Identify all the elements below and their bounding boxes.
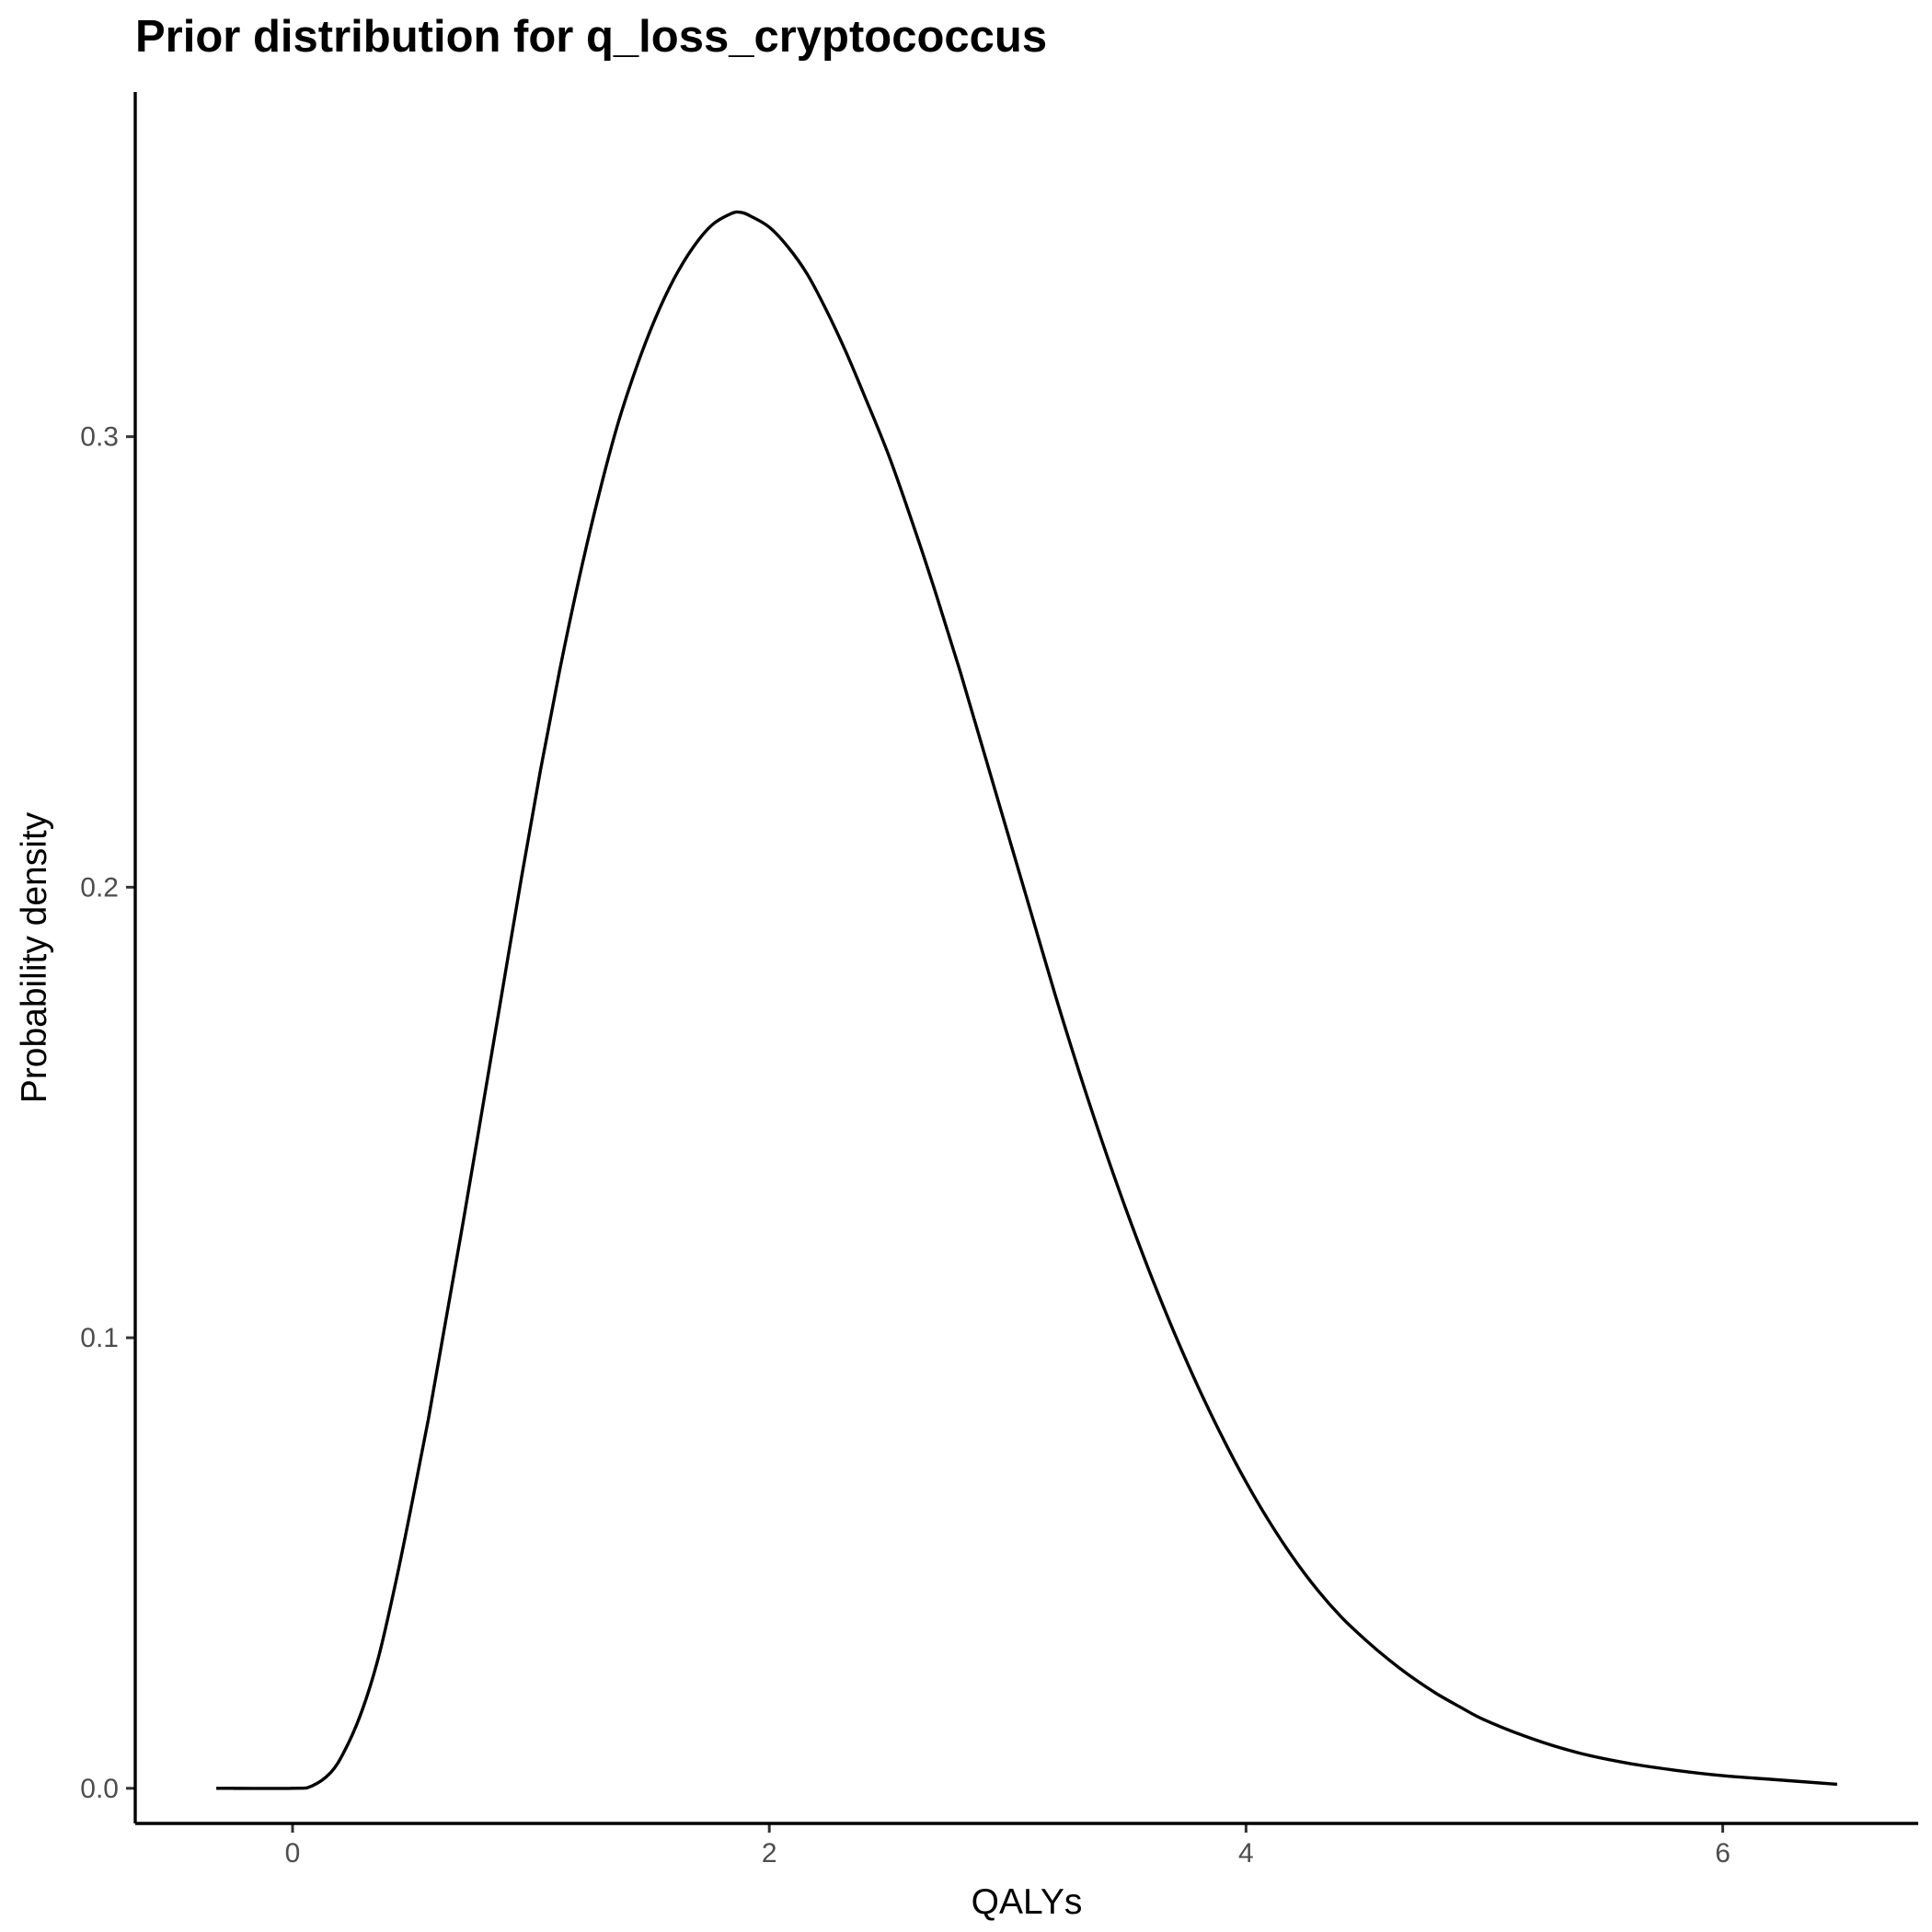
x-axis-title: QALYs [972,1882,1083,1922]
y-tick-label: 0.1 [80,1323,119,1353]
chart-title-prefix: Prior distribution for [135,12,586,62]
x-tick-label: 4 [1238,1838,1254,1869]
x-tick-label: 2 [762,1838,777,1869]
y-tick-label: 0.0 [80,1774,119,1804]
y-axis-title: Probability density [15,811,54,1103]
y-axis-ticks: 0.0 0.1 0.2 0.3 [80,422,135,1804]
y-tick-label: 0.2 [80,872,119,903]
density-curve [216,210,1838,1790]
chart-title-variable: q_loss_cryptococcus [585,12,1048,62]
y-tick-label: 0.3 [80,422,119,453]
x-tick-label: 0 [285,1838,301,1869]
x-tick-label: 6 [1715,1838,1731,1869]
x-axis-ticks: 0 2 4 6 [285,1823,1731,1869]
chart-title: Prior distribution for q_loss_cryptococc… [135,11,1047,63]
